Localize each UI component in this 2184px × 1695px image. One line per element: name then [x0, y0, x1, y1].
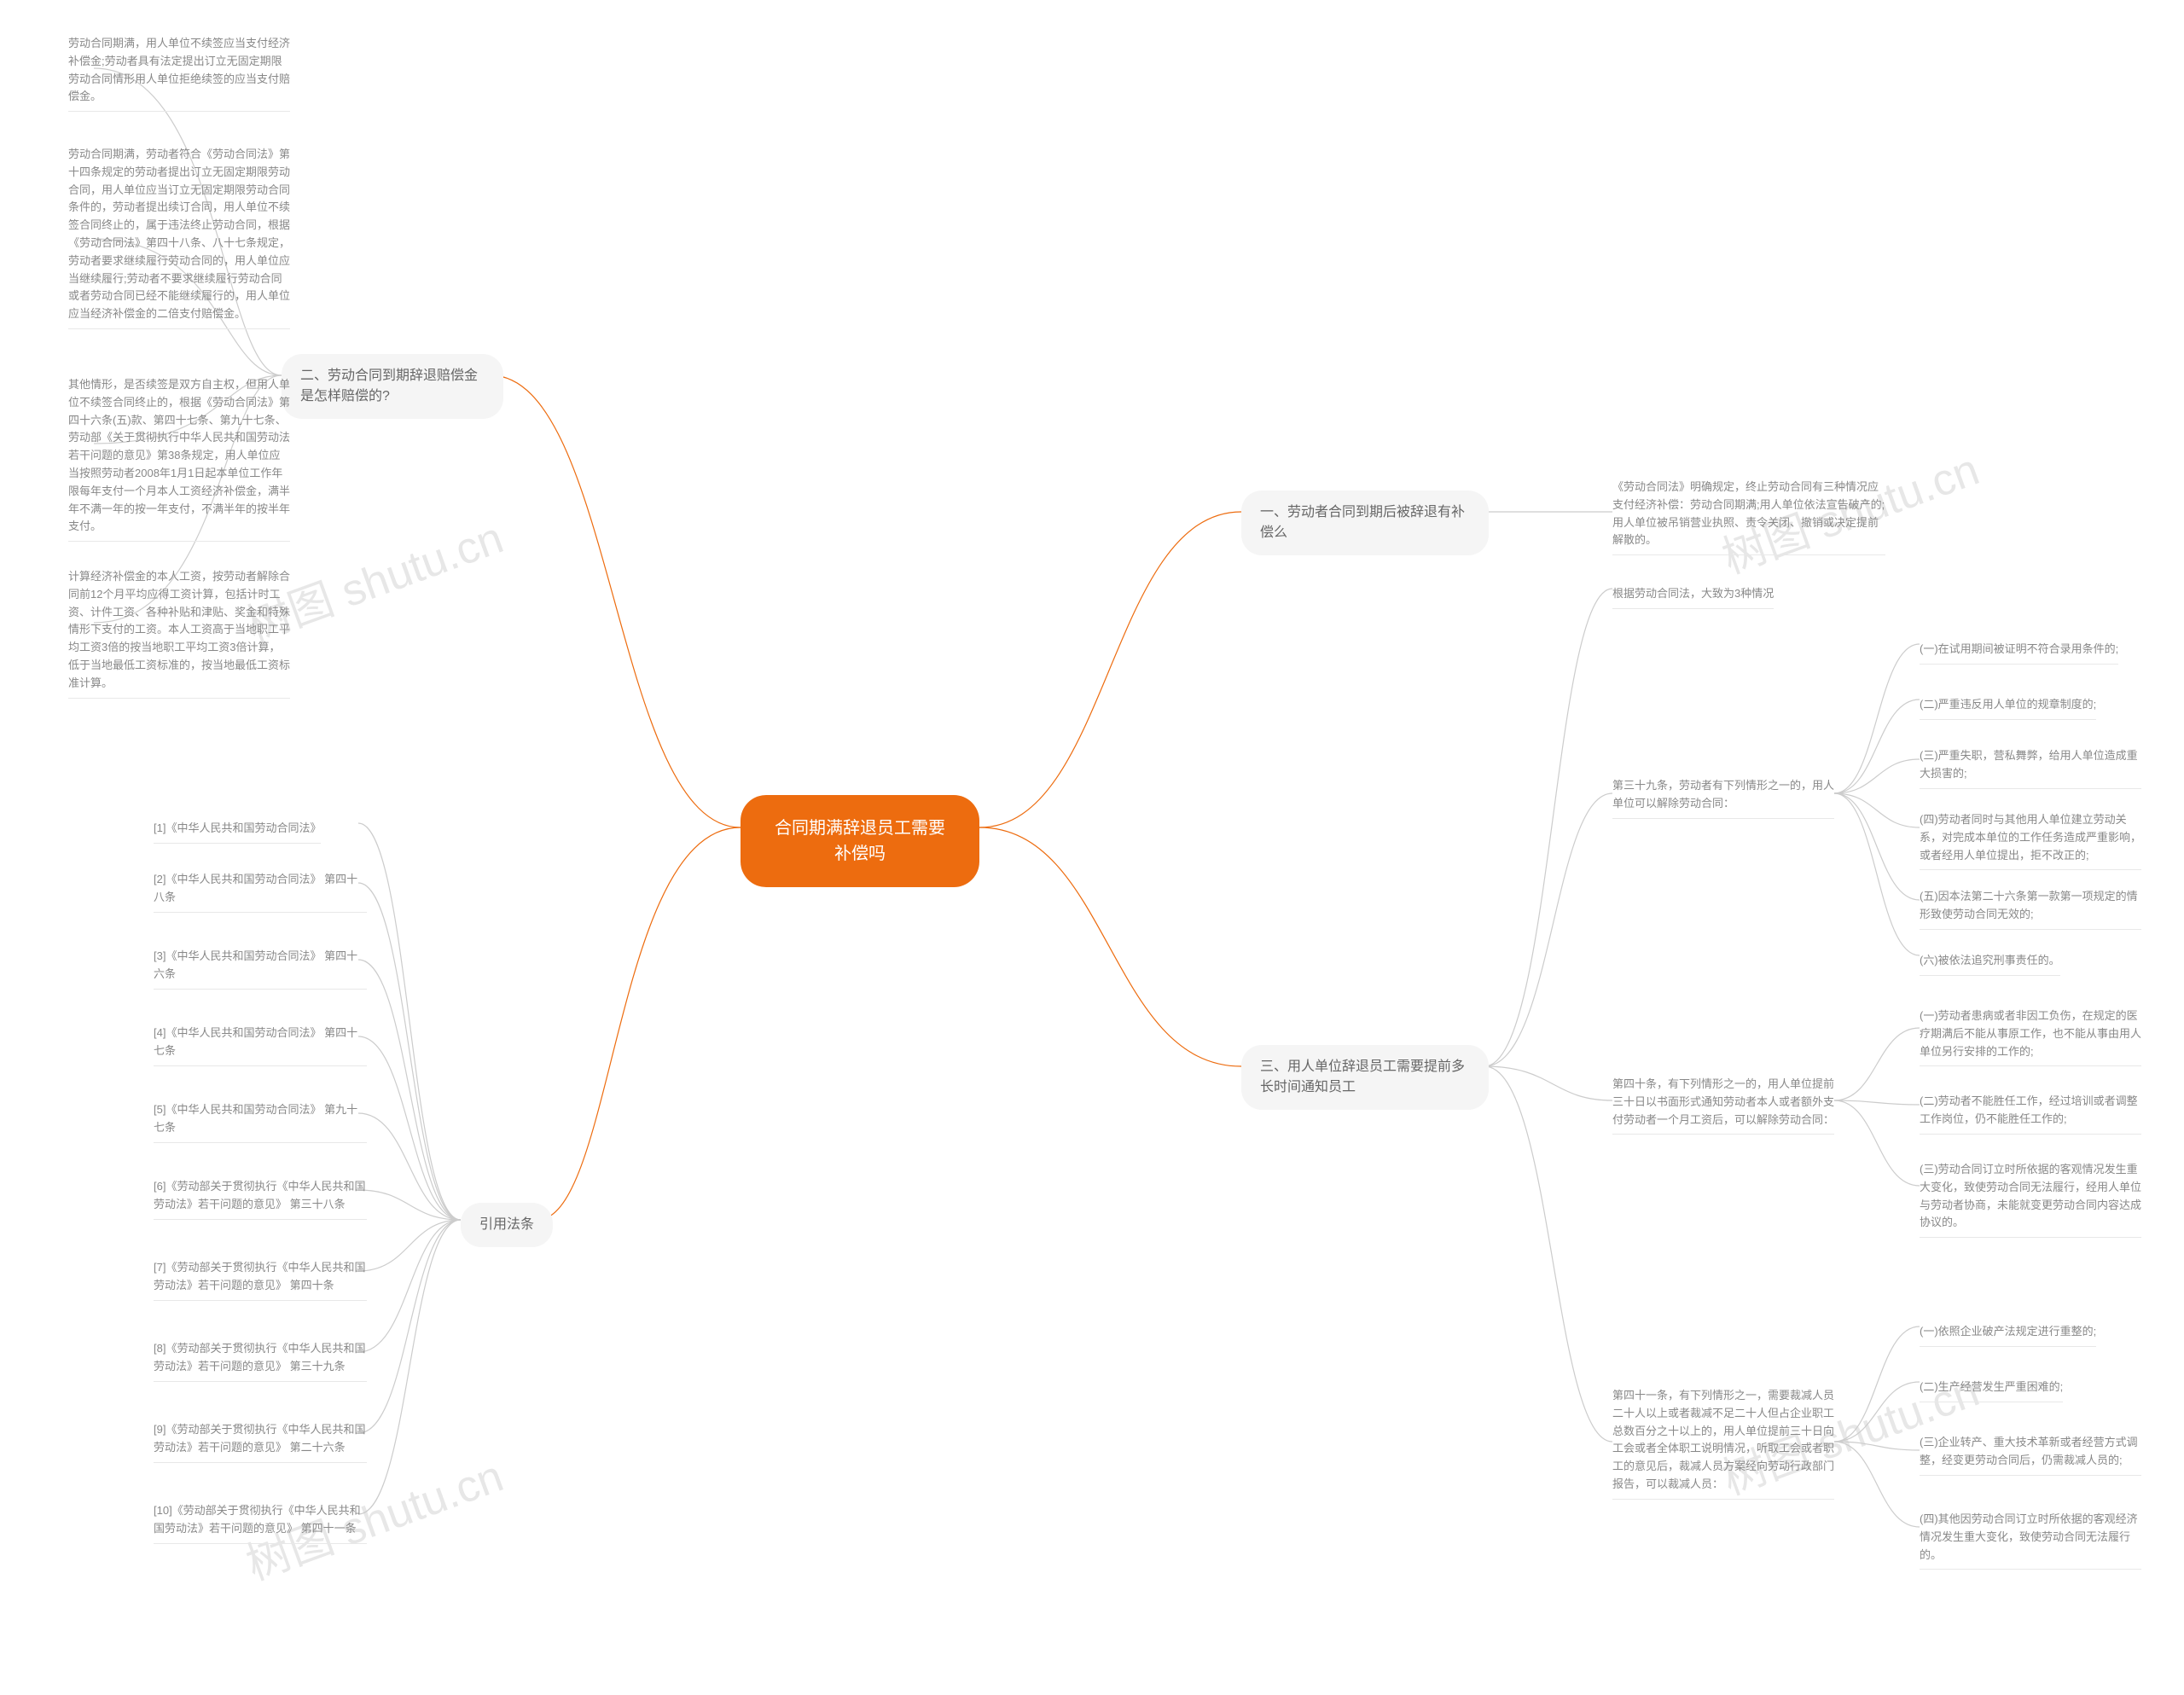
- branch-1-leaf-0: 《劳动合同法》明确规定，终止劳动合同有三种情况应支付经济补偿：劳动合同期满;用人…: [1612, 473, 1885, 555]
- branch-3-sub-3-item-3: (四)其他因劳动合同订立时所依据的客观经济情况发生重大变化，致使劳动合同无法履行…: [1920, 1506, 2141, 1570]
- branch-3-sub-1-item-4: (五)因本法第二十六条第一款第一项规定的情形致使劳动合同无效的;: [1920, 883, 2141, 930]
- branch-4-leaf-1: [2]《中华人民共和国劳动合同法》 第四十八条: [154, 866, 367, 913]
- branch-3-sub-1-item-0: (一)在试用期间被证明不符合录用条件的;: [1920, 636, 2118, 665]
- branch-4-leaf-3: [4]《中华人民共和国劳动合同法》 第四十七条: [154, 1019, 367, 1066]
- branch-3-sub-2-item-1: (二)劳动者不能胜任工作，经过培训或者调整工作岗位，仍不能胜任工作的;: [1920, 1088, 2141, 1135]
- branch-3-sub-1: 第三十九条，劳动者有下列情形之一的，用人单位可以解除劳动合同：: [1612, 772, 1834, 819]
- branch-3-sub-3-item-1: (二)生产经营发生严重困难的;: [1920, 1373, 2063, 1402]
- branch-3-sub-1-item-3: (四)劳动者同时与其他用人单位建立劳动关系，对完成本单位的工作任务造成严重影响，…: [1920, 806, 2141, 870]
- branch-2-leaf-3: 计算经济补偿金的本人工资，按劳动者解除合同前12个月平均应得工资计算，包括计时工…: [68, 563, 290, 699]
- branch-4-leaf-5: [6]《劳动部关于贯彻执行《中华人民共和国劳动法》若干问题的意见》 第三十八条: [154, 1173, 367, 1220]
- branch-3-sub-3-item-0: (一)依照企业破产法规定进行重整的;: [1920, 1318, 2096, 1347]
- branch-3-sub-3-item-2: (三)企业转产、重大技术革新或者经营方式调整，经变更劳动合同后，仍需裁减人员的;: [1920, 1429, 2141, 1476]
- branch-3-sub-2-item-0: (一)劳动者患病或者非因工负伤，在规定的医疗期满后不能从事原工作，也不能从事由用…: [1920, 1002, 2141, 1066]
- branch-4[interactable]: 引用法条: [461, 1203, 553, 1247]
- branch-3[interactable]: 三、用人单位辞退员工需要提前多长时间通知员工: [1241, 1045, 1489, 1110]
- branch-4-leaf-4: [5]《中华人民共和国劳动合同法》 第九十七条: [154, 1096, 367, 1143]
- branch-3-sub-2-item-2: (三)劳动合同订立时所依据的客观情况发生重大变化，致使劳动合同无法履行，经用人单…: [1920, 1156, 2141, 1238]
- branch-2[interactable]: 二、劳动合同到期辞退赔偿金是怎样赔偿的?: [282, 354, 503, 419]
- branch-2-leaf-1: 劳动合同期满，劳动者符合《劳动合同法》第十四条规定的劳动者提出订立无固定期限劳动…: [68, 141, 290, 329]
- branch-3-sub-3: 第四十一条，有下列情形之一，需要裁减人员二十人以上或者裁减不足二十人但占企业职工…: [1612, 1382, 1834, 1500]
- center-node[interactable]: 合同期满辞退员工需要补偿吗: [741, 795, 979, 887]
- branch-4-leaf-9: [10]《劳动部关于贯彻执行《中华人民共和国劳动法》若干问题的意见》 第四十一条: [154, 1497, 367, 1544]
- branch-4-leaf-6: [7]《劳动部关于贯彻执行《中华人民共和国劳动法》若干问题的意见》 第四十条: [154, 1254, 367, 1301]
- branch-4-leaf-0: [1]《中华人民共和国劳动合同法》: [154, 815, 321, 844]
- branch-3-sub-1-item-5: (六)被依法追究刑事责任的。: [1920, 947, 2060, 976]
- branch-3-sub-1-item-2: (三)严重失职，营私舞弊，给用人单位造成重大损害的;: [1920, 742, 2141, 789]
- branch-3-sub-2: 第四十条，有下列情形之一的，用人单位提前三十日以书面形式通知劳动者本人或者额外支…: [1612, 1071, 1834, 1135]
- branch-3-sub-0: 根据劳动合同法，大致为3种情况: [1612, 580, 1774, 609]
- branch-2-leaf-2: 其他情形，是否续签是双方自主权，但用人单位不续签合同终止的，根据《劳动合同法》第…: [68, 371, 290, 542]
- branch-4-leaf-8: [9]《劳动部关于贯彻执行《中华人民共和国劳动法》若干问题的意见》 第二十六条: [154, 1416, 367, 1463]
- branch-4-leaf-2: [3]《中华人民共和国劳动合同法》 第四十六条: [154, 943, 367, 990]
- branch-2-leaf-0: 劳动合同期满，用人单位不续签应当支付经济补偿金;劳动者具有法定提出订立无固定期限…: [68, 30, 290, 112]
- branch-3-sub-1-item-1: (二)严重违反用人单位的规章制度的;: [1920, 691, 2096, 720]
- branch-4-leaf-7: [8]《劳动部关于贯彻执行《中华人民共和国劳动法》若干问题的意见》 第三十九条: [154, 1335, 367, 1382]
- branch-1[interactable]: 一、劳动者合同到期后被辞退有补偿么: [1241, 491, 1489, 555]
